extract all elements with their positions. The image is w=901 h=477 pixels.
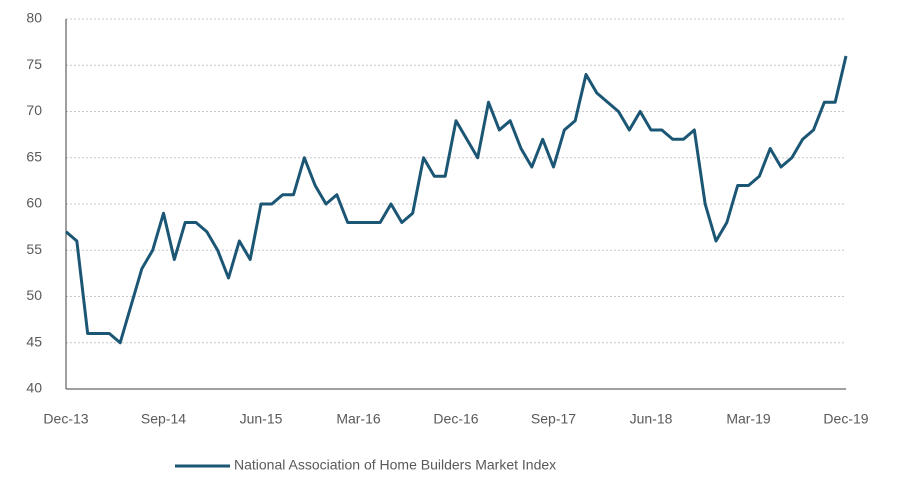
y-tick-label: 65 [26,148,42,164]
x-tick-label: Dec-16 [433,411,478,427]
y-tick-label: 70 [26,102,42,118]
y-tick-label: 60 [26,195,42,211]
data-line [65,55,848,345]
x-tick-label: Dec-19 [823,411,868,427]
y-tick-label: 40 [26,380,42,396]
legend-label: National Association of Home Builders Ma… [234,457,556,473]
y-tick-label: 55 [26,241,42,257]
x-tick-label: Mar-16 [336,411,381,427]
x-tick-label: Mar-19 [726,411,771,427]
x-tick-label: Dec-13 [43,411,88,427]
y-tick-label: 45 [26,333,42,349]
x-tick-label: Jun-15 [240,411,283,427]
x-tick-label: Sep-17 [531,411,576,427]
x-tick-label: Sep-14 [141,411,186,427]
y-tick-label: 50 [26,287,42,303]
y-tick-label: 80 [26,10,42,26]
y-tick-label: 75 [26,56,42,72]
x-tick-label: Jun-18 [630,411,673,427]
